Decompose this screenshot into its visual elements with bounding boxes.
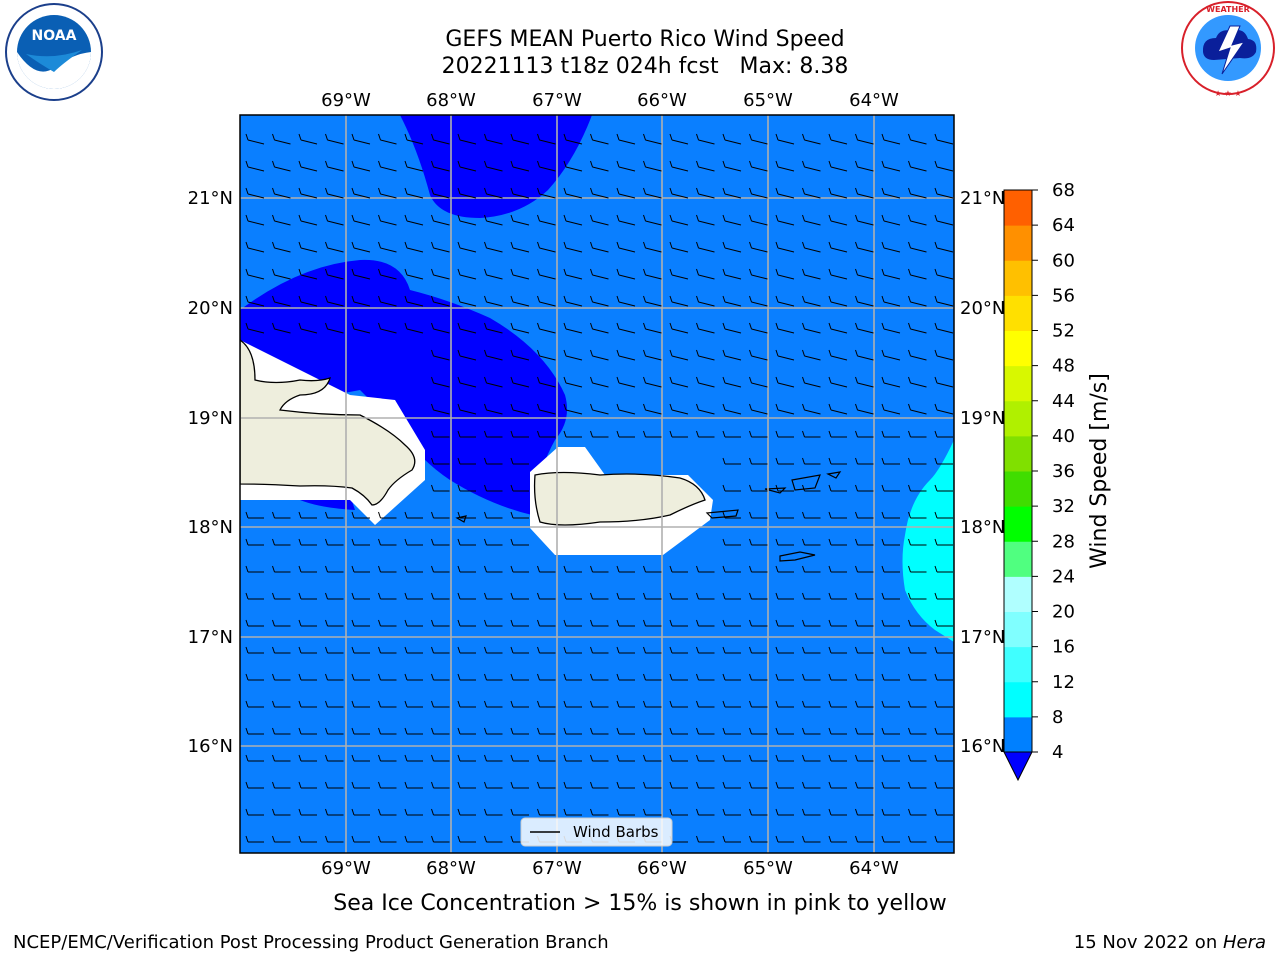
gridlines: [240, 115, 954, 853]
colorbar-tick-label: 24: [1052, 566, 1075, 587]
lat-label: 16°N: [960, 736, 1005, 757]
lat-labels-right: 21°N 20°N 19°N 18°N 17°N 16°N: [960, 188, 1005, 757]
colorbar-tick-label: 32: [1052, 496, 1075, 517]
colorbar-tick-label: 56: [1052, 285, 1075, 306]
colorbar-tick-label: 28: [1052, 531, 1075, 552]
nws-logo: WEATHER ★ ★ ★: [1181, 1, 1275, 98]
colorbar-segment: [1004, 611, 1032, 648]
colorbar-segment: [1004, 190, 1032, 226]
lat-label: 21°N: [960, 188, 1005, 209]
colorbar-segment: [1004, 646, 1032, 683]
footer-machine: Hera: [1222, 932, 1266, 953]
lon-label: 69°W: [321, 858, 371, 879]
lon-label: 69°W: [321, 90, 371, 111]
colorbar-segment: [1004, 716, 1032, 753]
footer-branch: NCEP/EMC/Verification Post Processing Pr…: [13, 932, 609, 953]
sea-ice-note: Sea Ice Concentration > 15% is shown in …: [333, 891, 947, 916]
footer-date-text: 15 Nov 2022 on: [1073, 932, 1223, 953]
lon-label: 66°W: [637, 90, 687, 111]
lat-label: 20°N: [188, 298, 233, 319]
lat-label: 19°N: [960, 408, 1005, 429]
colorbar-segment: [1004, 506, 1032, 542]
lat-label: 19°N: [188, 408, 233, 429]
colorbar-tick-label: 12: [1052, 672, 1075, 693]
lon-label: 67°W: [532, 90, 582, 111]
colorbar-segment: [1004, 576, 1032, 612]
noaa-logo: NOAA: [5, 3, 103, 101]
wind-barb-field: [245, 133, 954, 843]
svg-text:WEATHER: WEATHER: [1206, 5, 1250, 14]
colorbar-tick-label: 52: [1052, 321, 1075, 342]
svg-text:NOAA: NOAA: [32, 28, 77, 44]
calm-region-west: [240, 259, 568, 515]
colorbar-tick-label: 68: [1052, 180, 1075, 201]
lon-label: 67°W: [532, 858, 582, 879]
svg-text:★ ★ ★: ★ ★ ★: [1214, 89, 1241, 98]
lon-label: 68°W: [426, 858, 476, 879]
colorbar-segment: [1004, 260, 1032, 296]
footer-date: 15 Nov 2022 on Hera: [1074, 932, 1266, 953]
land-mona: [455, 515, 467, 523]
lat-label: 16°N: [188, 736, 233, 757]
colorbar-under-arrow: [1003, 751, 1033, 782]
land-vieques: [705, 509, 739, 519]
colorbar-tick-label: 16: [1052, 637, 1075, 658]
lat-label: 17°N: [960, 627, 1005, 648]
lon-label: 64°W: [849, 90, 899, 111]
colorbar-tick-label: 36: [1052, 461, 1075, 482]
colorbar-segment: [1004, 330, 1032, 367]
colorbar-segment: [1004, 471, 1032, 507]
colorbar-segment: [1004, 365, 1032, 402]
lon-label: 65°W: [743, 90, 793, 111]
colorbar-label: Wind Speed [m/s]: [1087, 373, 1112, 569]
chart-title: GEFS MEAN Puerto Rico Wind Speed: [445, 27, 845, 52]
colorbar-segment: [1004, 541, 1032, 577]
lat-label: 18°N: [960, 517, 1005, 538]
lat-labels-left: 21°N 20°N 19°N 18°N 17°N 16°N: [188, 188, 233, 757]
colorbar-tick-label: 4: [1052, 742, 1063, 763]
map-frame: [239, 114, 955, 854]
colorbar-segment: [1004, 295, 1032, 331]
colorbar-tick-label: 48: [1052, 356, 1075, 377]
colorbar-tick-label: 8: [1052, 707, 1063, 728]
colorbar-tick-label: 20: [1052, 602, 1075, 623]
legend-label: Wind Barbs: [573, 823, 659, 841]
lat-label: 21°N: [188, 188, 233, 209]
colorbar-tick-label: 40: [1052, 426, 1075, 447]
colorbar-segment: [1004, 681, 1032, 718]
colorbar-tick-label: 60: [1052, 250, 1075, 271]
colorbar-segment: [1004, 400, 1032, 437]
lat-label: 18°N: [188, 517, 233, 538]
wind-barbs: [245, 133, 954, 843]
lon-labels-top: 69°W 68°W 67°W 66°W 65°W 64°W: [321, 90, 899, 111]
land-st-croix: [779, 551, 816, 562]
colorbar-tick-label: 64: [1052, 215, 1075, 236]
lon-label: 66°W: [637, 858, 687, 879]
land-hispaniola: [240, 339, 416, 506]
chart-subtitle: 20221113 t18z 024h fcst Max: 8.38: [441, 54, 849, 79]
colorbar-segment: [1004, 225, 1032, 261]
lat-label: 17°N: [188, 627, 233, 648]
lat-label: 20°N: [960, 298, 1005, 319]
lon-label: 64°W: [849, 858, 899, 879]
legend: Wind Barbs: [520, 817, 673, 847]
lon-labels-bottom: 69°W 68°W 67°W 66°W 65°W 64°W: [321, 858, 899, 879]
lon-label: 65°W: [743, 858, 793, 879]
lon-label: 68°W: [426, 90, 476, 111]
colorbar-tick-label: 44: [1052, 391, 1075, 412]
colorbar-segment: [1004, 435, 1032, 472]
